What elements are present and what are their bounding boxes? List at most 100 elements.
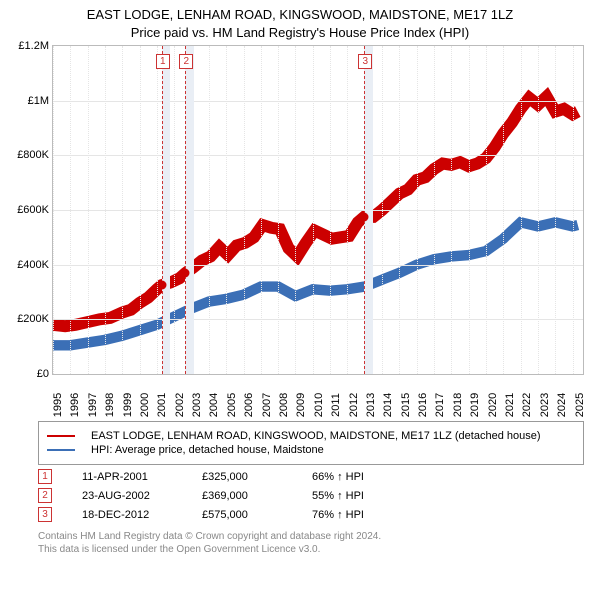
x-axis-label: 2017: [434, 393, 446, 417]
sale-row-diff: 66% ↑ HPI: [312, 471, 364, 483]
sale-row-date: 11-APR-2001: [82, 471, 172, 483]
series-hpi: [53, 222, 578, 345]
x-axis-label: 2001: [156, 393, 168, 417]
sale-row-num: 2: [38, 488, 52, 503]
x-axis-label: 2004: [208, 393, 220, 417]
sale-line: [162, 46, 163, 374]
x-axis-label: 2006: [243, 393, 255, 417]
x-axis-label: 1995: [52, 393, 64, 417]
sale-marker: 3: [358, 54, 372, 69]
sale-line: [364, 46, 365, 374]
legend-label: EAST LODGE, LENHAM ROAD, KINGSWOOD, MAID…: [91, 430, 541, 442]
sale-band: [185, 46, 194, 374]
gridline-v: [295, 46, 296, 374]
gridline-v: [399, 46, 400, 374]
gridline-v: [521, 46, 522, 374]
x-axis-label: 1997: [87, 393, 99, 417]
x-axis-label: 2012: [348, 393, 360, 417]
gridline-v: [261, 46, 262, 374]
x-axis-label: 2013: [365, 393, 377, 417]
x-axis-label: 2014: [382, 393, 394, 417]
y-axis-label: £400K: [17, 259, 49, 271]
gridline-v: [88, 46, 89, 374]
title-line2: Price paid vs. HM Land Registry's House …: [10, 24, 590, 42]
footer: Contains HM Land Registry data © Crown c…: [38, 530, 584, 556]
gridline-v: [503, 46, 504, 374]
sale-row-diff: 76% ↑ HPI: [312, 509, 364, 521]
legend-swatch: [47, 449, 75, 451]
x-axis-label: 2007: [261, 393, 273, 417]
sales-table: 111-APR-2001£325,00066% ↑ HPI223-AUG-200…: [38, 469, 584, 522]
x-axis-label: 2024: [556, 393, 568, 417]
x-axis-label: 2005: [226, 393, 238, 417]
sale-row-date: 18-DEC-2012: [82, 509, 172, 521]
price-chart: £0£200K£400K£600K£800K£1M£1.2M123: [52, 45, 584, 375]
gridline-v: [105, 46, 106, 374]
gridline-v: [278, 46, 279, 374]
legend-swatch: [47, 435, 75, 437]
footer-line1: Contains HM Land Registry data © Crown c…: [38, 530, 584, 543]
footer-line2: This data is licensed under the Open Gov…: [38, 543, 584, 556]
sale-row-diff: 55% ↑ HPI: [312, 490, 364, 502]
sale-dot: [360, 212, 369, 221]
gridline-v: [174, 46, 175, 374]
gridline-v: [417, 46, 418, 374]
sale-dot: [181, 269, 190, 278]
x-axis-label: 2022: [521, 393, 533, 417]
x-axis-label: 1998: [104, 393, 116, 417]
y-axis-label: £1.2M: [18, 40, 49, 52]
sale-row: 3 18-DEC-2012 £575,000 76% ↑ HPI: [38, 507, 584, 522]
gridline-v: [53, 46, 54, 374]
x-axis-label: 2023: [539, 393, 551, 417]
x-axis-label: 1999: [122, 393, 134, 417]
legend-item: EAST LODGE, LENHAM ROAD, KINGSWOOD, MAID…: [47, 430, 575, 442]
sale-row-price: £369,000: [202, 490, 282, 502]
sale-marker: 2: [179, 54, 193, 69]
gridline-v: [70, 46, 71, 374]
sale-band: [364, 46, 373, 374]
chart-title: EAST LODGE, LENHAM ROAD, KINGSWOOD, MAID…: [10, 6, 590, 41]
x-axis-label: 2009: [295, 393, 307, 417]
gridline-v: [573, 46, 574, 374]
legend: EAST LODGE, LENHAM ROAD, KINGSWOOD, MAID…: [38, 421, 584, 465]
gridline-v: [486, 46, 487, 374]
gridline-v: [313, 46, 314, 374]
gridline-v: [122, 46, 123, 374]
x-axis-label: 2019: [469, 393, 481, 417]
y-axis-label: £600K: [17, 204, 49, 216]
y-axis-label: £0: [37, 368, 49, 380]
x-axis-label: 2018: [452, 393, 464, 417]
sale-marker: 1: [156, 54, 170, 69]
gridline-v: [330, 46, 331, 374]
x-axis-label: 2015: [400, 393, 412, 417]
sale-row: 223-AUG-2002£369,00055% ↑ HPI: [38, 488, 584, 503]
x-axis-label: 2000: [139, 393, 151, 417]
sale-dot: [157, 281, 166, 290]
gridline-v: [451, 46, 452, 374]
gridline-v: [382, 46, 383, 374]
sale-row-price: £325,000: [202, 471, 282, 483]
x-axis-label: 2020: [487, 393, 499, 417]
x-axis-labels: 1995199619971998199920002001200220032004…: [52, 375, 584, 413]
x-axis-label: 2003: [191, 393, 203, 417]
x-axis-label: 2016: [417, 393, 429, 417]
gridline-v: [244, 46, 245, 374]
legend-label: HPI: Average price, detached house, Maid…: [91, 444, 324, 456]
x-axis-label: 2010: [313, 393, 325, 417]
x-axis-label: 2021: [504, 393, 516, 417]
x-axis-label: 2011: [330, 393, 342, 417]
sale-row-price: £575,000: [202, 509, 282, 521]
gridline-v: [226, 46, 227, 374]
gridline-v: [434, 46, 435, 374]
gridline-v: [555, 46, 556, 374]
gridline-v: [140, 46, 141, 374]
x-axis-label: 2002: [174, 393, 186, 417]
gridline-v: [469, 46, 470, 374]
y-axis-label: £200K: [17, 313, 49, 325]
x-axis-label: 2025: [574, 393, 586, 417]
gridline-v: [209, 46, 210, 374]
gridline-v: [157, 46, 158, 374]
sale-line: [185, 46, 186, 374]
sale-row-num: 3: [38, 507, 52, 522]
y-axis-label: £800K: [17, 149, 49, 161]
